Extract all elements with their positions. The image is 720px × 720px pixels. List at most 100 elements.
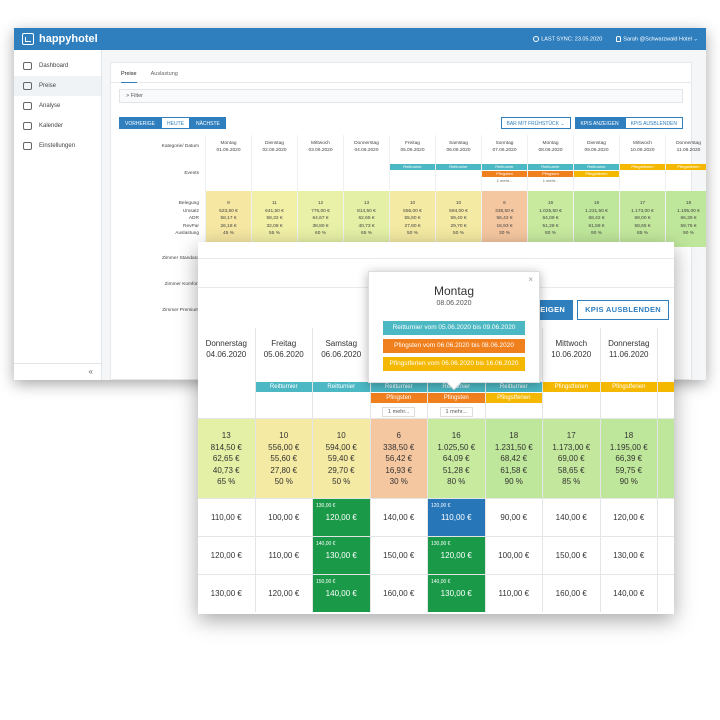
day-header[interactable]: Freitag 05.06.2020 (390, 135, 435, 161)
day-header[interactable]: Samstag 06.06.2020 (313, 328, 371, 380)
price-cell[interactable]: 140,00 € (600, 574, 658, 612)
event-bar[interactable]: Reitturnier (485, 382, 542, 392)
more-events-link[interactable]: 1 mehr... (496, 178, 513, 183)
event-bar[interactable]: Reitturnier (370, 382, 427, 392)
day-header[interactable]: F12 (658, 328, 674, 380)
event-bar[interactable]: Reitturnier (528, 164, 573, 170)
event-bar[interactable]: Pfingsten (482, 171, 527, 177)
sidebar-item-preise[interactable]: Preise (14, 76, 101, 96)
price-cell[interactable]: 110,00 € (485, 574, 543, 612)
event-bar[interactable]: Reitturnier (436, 164, 481, 170)
price-cell[interactable]: 120,00 € (198, 536, 256, 574)
day-header[interactable]: Donnerstag 11.06.2020 (666, 135, 706, 161)
popover-event[interactable]: Pfingsten vom 06.06.2020 bis 08.06.2020 (383, 339, 525, 353)
price-cell[interactable]: 140,00 € (370, 498, 428, 536)
previous-button[interactable]: VORHERIGE (119, 117, 162, 129)
more-events-link[interactable]: 1 mehr... (382, 407, 416, 417)
price-cell[interactable]: 120,00 € (255, 574, 313, 612)
day-header[interactable]: Dienstag 09.06.2020 (574, 135, 619, 161)
kpi-cell: 16 1.025,50 € 64,09 € 51,28 € 80 % (428, 418, 486, 498)
day-header[interactable]: Donnerstag 04.06.2020 (344, 135, 389, 161)
price-cell[interactable]: 120,00 € 110,00 € (428, 498, 486, 536)
kpis-show-button[interactable]: KPIS ANZEIGEN (574, 117, 625, 129)
price-cell[interactable]: 120,00 € (600, 498, 658, 536)
sidebar-item-einstellungen[interactable]: Einstellungen (14, 136, 101, 156)
sidebar-item-kalender[interactable]: Kalender (14, 116, 101, 136)
day-header[interactable]: Montag 08.06.2020 (528, 135, 573, 161)
filter-toggle[interactable]: > Filter (119, 89, 683, 103)
price-cell[interactable]: 1 (658, 574, 674, 612)
day-header[interactable]: Donnerstag 11.06.2020 (601, 328, 658, 380)
price-cell[interactable]: 130,00 € 120,00 € (313, 498, 371, 536)
price-value: 120,00 € (325, 513, 357, 522)
event-bar[interactable]: Reitturnier (255, 382, 312, 392)
price-cell[interactable]: 160,00 € (543, 574, 601, 612)
popover-event[interactable]: Pfingstferien vom 06.06.2020 bis 16.06.2… (383, 357, 525, 371)
price-cell[interactable]: 130,00 € (600, 536, 658, 574)
day-header[interactable]: Mittwoch 10.06.2020 (543, 328, 601, 380)
price-cell[interactable]: 130,00 € (198, 574, 256, 612)
kpis-hide-button-zoom[interactable]: KPIS AUSBLENDEN (577, 300, 669, 320)
price-cell[interactable]: 150,00 € (370, 536, 428, 574)
event-bar[interactable]: Pfingsten (528, 171, 573, 177)
price-cell[interactable] (658, 536, 674, 574)
day-header[interactable]: Freitag 05.06.2020 (256, 328, 313, 380)
price-cell[interactable]: 90,00 € (485, 498, 543, 536)
kpi-value: 1.025,50 € (437, 442, 476, 452)
kpi-cell: 13 814,50 € 62,65 € 40,73 € 65 % (198, 418, 256, 498)
price-cell[interactable]: 110,00 € (198, 498, 256, 536)
event-bar[interactable]: Reitturnier (390, 164, 435, 170)
price-cell[interactable]: 130,00 € 120,00 € (428, 536, 486, 574)
tab-preise[interactable]: Preise (121, 71, 137, 83)
day-header[interactable]: Montag 01.06.2020 (206, 135, 251, 161)
more-events-link[interactable]: 1 mehr... (542, 178, 559, 183)
event-bar[interactable]: Pfingsten (428, 393, 485, 403)
price-cell[interactable]: 100,00 € (485, 536, 543, 574)
event-bar[interactable]: Pf (658, 382, 674, 392)
event-bar[interactable]: Pfingstferien (600, 382, 657, 392)
kpis-hide-button[interactable]: KPIS AUSBLENDEN (624, 117, 683, 129)
today-button[interactable]: HEUTE (161, 117, 190, 129)
collapse-sidebar-button[interactable]: « (88, 367, 93, 376)
day-header[interactable]: Samstag 06.06.2020 (436, 135, 481, 161)
logo[interactable]: happyhotel (22, 33, 98, 45)
user-menu[interactable]: Sarah @Schwarzwald Hotel ⌄ (616, 35, 698, 42)
close-icon[interactable]: × (528, 275, 533, 284)
previous-price: 150,00 € (316, 579, 336, 585)
popover-event[interactable]: Reitturnier vom 05.06.2020 bis 09.06.202… (383, 321, 525, 335)
price-cell[interactable]: 150,00 € 140,00 € (313, 574, 371, 612)
event-bar[interactable]: Pfingstferien (543, 382, 600, 392)
sidebar-item-analyse[interactable]: Analyse (14, 96, 101, 116)
last-sync: LAST SYNC: 23.05.2020 (533, 35, 602, 42)
price-cell[interactable]: 140,00 € (543, 498, 601, 536)
kpi-value: 1. (658, 442, 674, 454)
event-bar[interactable]: Pfingstferien (620, 164, 665, 170)
sidebar-item-dashboard[interactable]: Dashboard (14, 56, 101, 76)
event-bar[interactable]: Reitturnier (313, 382, 370, 392)
next-button[interactable]: NÄCHSTE (189, 117, 226, 129)
day-header[interactable]: Mittwoch 10.06.2020 (620, 135, 665, 161)
price-cell[interactable]: 1 (658, 498, 674, 536)
bg-day-column: Montag 08.06.2020 Reitturnier Pfingsten 1 me… (527, 135, 573, 247)
price-cell[interactable]: 150,00 € (543, 536, 601, 574)
day-header[interactable]: Sonntag 07.06.2020 (482, 135, 527, 161)
event-bar[interactable]: Reitturnier (574, 164, 619, 170)
price-cell[interactable]: 160,00 € (370, 574, 428, 612)
day-header[interactable]: Dienstag 02.06.2020 (252, 135, 297, 161)
event-bar[interactable]: Reitturnier (482, 164, 527, 170)
day-header[interactable]: Donnerstag 04.06.2020 (198, 328, 256, 380)
event-bar[interactable]: Pfingstferien (666, 164, 706, 170)
tab-auslastung[interactable]: Auslastung (150, 71, 178, 77)
price-cell[interactable]: 140,00 € 130,00 € (428, 574, 486, 612)
rate-select[interactable]: BAR MIT FRÜHSTÜCK ⌄ (500, 117, 571, 129)
event-bar[interactable]: Pfingstferien (485, 393, 542, 403)
event-bar[interactable]: Pfingstferien (574, 171, 619, 177)
price-cell[interactable]: 140,00 € 130,00 € (313, 536, 371, 574)
event-bar[interactable]: Pfingsten (370, 393, 427, 403)
kpi-value: 27,80 € (270, 465, 298, 475)
price-cell[interactable]: 100,00 € (255, 498, 313, 536)
day-header[interactable]: Mittwoch 03.06.2020 (298, 135, 343, 161)
more-events-link[interactable]: 1 mehr... (439, 407, 473, 417)
price-cell[interactable]: 110,00 € (255, 536, 313, 574)
kpi-value: 56,42 € (385, 454, 413, 463)
